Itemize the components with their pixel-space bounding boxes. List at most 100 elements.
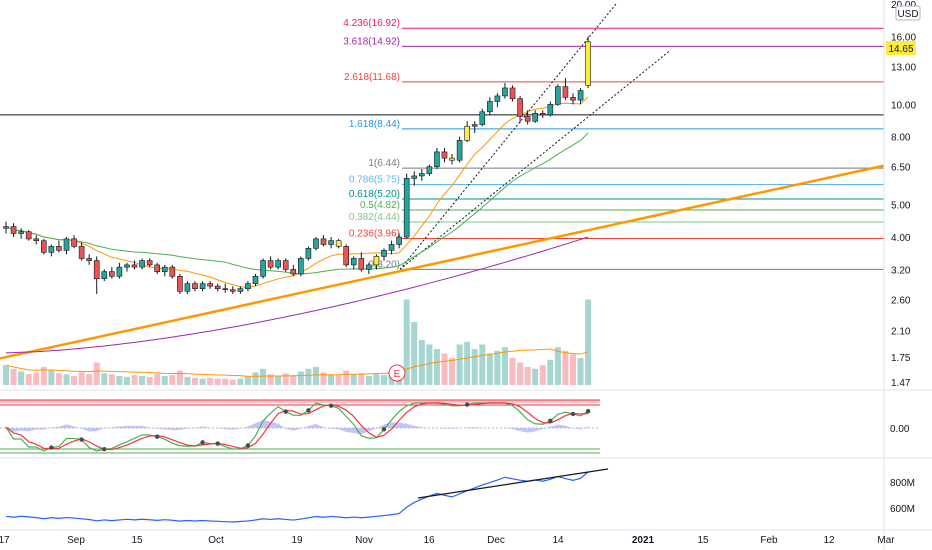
candle[interactable] — [396, 233, 402, 249]
candle[interactable] — [343, 244, 350, 268]
candle[interactable] — [3, 221, 9, 234]
candle[interactable] — [86, 254, 92, 265]
candle[interactable] — [577, 87, 584, 105]
candle[interactable] — [494, 93, 501, 108]
candle[interactable] — [214, 283, 221, 292]
volume-bar — [108, 374, 115, 385]
candle[interactable] — [539, 110, 546, 119]
candle[interactable] — [56, 240, 62, 253]
candle[interactable] — [230, 286, 236, 294]
candle[interactable] — [109, 267, 115, 279]
candle[interactable] — [441, 147, 448, 163]
volume-bar — [562, 350, 569, 385]
volume-bar — [146, 376, 153, 385]
volume-bar — [547, 359, 554, 385]
candle[interactable] — [48, 244, 55, 257]
candle[interactable] — [434, 147, 440, 169]
candle[interactable] — [131, 260, 138, 270]
candle[interactable] — [260, 258, 266, 279]
candle[interactable] — [207, 281, 213, 289]
candle[interactable] — [177, 273, 183, 294]
candle[interactable] — [328, 237, 334, 249]
candle[interactable] — [124, 262, 130, 272]
candle[interactable] — [449, 153, 455, 165]
candle[interactable] — [101, 269, 108, 282]
candle[interactable] — [358, 252, 365, 272]
candle[interactable] — [335, 238, 342, 249]
candle[interactable] — [40, 238, 47, 255]
channel-line[interactable] — [399, 3, 617, 270]
fibonacci-retracement[interactable]: 4.236(16.92) 3.618(14.92) 2.618(11.68) 1.61… — [343, 18, 884, 270]
fib-level-label: 0.786(5.75) — [349, 174, 400, 185]
candle[interactable] — [555, 84, 561, 106]
candle[interactable] — [290, 264, 297, 277]
candle[interactable] — [63, 237, 70, 255]
volume-bar — [139, 376, 146, 385]
candle[interactable] — [146, 258, 153, 268]
dotted-channel-lines[interactable] — [399, 3, 671, 270]
candle[interactable] — [298, 256, 304, 277]
candle[interactable] — [237, 286, 244, 294]
candle[interactable] — [199, 281, 206, 292]
candle[interactable] — [282, 258, 289, 272]
candle[interactable] — [245, 281, 251, 292]
obv-trendline[interactable] — [417, 468, 609, 499]
volume-bar — [78, 372, 85, 385]
candle[interactable] — [547, 101, 554, 117]
candle[interactable] — [388, 240, 395, 255]
channel-line[interactable] — [399, 50, 671, 270]
candle[interactable] — [252, 273, 259, 287]
candle[interactable] — [169, 264, 176, 279]
candle[interactable] — [381, 248, 387, 261]
candle[interactable] — [78, 242, 85, 261]
candle[interactable] — [403, 173, 410, 239]
candle[interactable] — [313, 237, 319, 251]
candle[interactable] — [275, 258, 281, 270]
candle[interactable] — [517, 95, 523, 123]
candle[interactable] — [184, 281, 191, 294]
price-axis[interactable]: 20.0016.0013.0010.008.006.505.004.003.20… — [891, 0, 916, 389]
candle[interactable] — [267, 256, 274, 270]
candlesticks[interactable] — [3, 36, 591, 294]
candle[interactable] — [532, 110, 539, 123]
event-marker[interactable]: E — [388, 364, 406, 382]
candle[interactable] — [71, 235, 77, 249]
time-axis[interactable]: 17 Sep 15 Oct 19 Nov 16 Dec 14 2021 15 Feb 12 Mar — [0, 535, 895, 546]
volume-bar — [192, 377, 198, 385]
candle[interactable] — [456, 136, 463, 163]
candle[interactable] — [426, 164, 433, 176]
candle[interactable] — [10, 223, 17, 238]
candle[interactable] — [471, 121, 478, 134]
candle[interactable] — [502, 82, 508, 99]
candle[interactable] — [570, 93, 576, 105]
candle[interactable] — [192, 281, 198, 292]
candle[interactable] — [418, 168, 425, 181]
candle[interactable] — [18, 228, 24, 239]
candle[interactable] — [479, 108, 486, 127]
candle[interactable] — [33, 235, 40, 245]
volume-bar — [350, 374, 357, 385]
candle[interactable] — [585, 36, 591, 88]
candle[interactable] — [116, 262, 123, 279]
candle[interactable] — [320, 235, 327, 247]
candle[interactable] — [93, 256, 100, 294]
candle[interactable] — [524, 110, 531, 125]
candle[interactable] — [25, 229, 32, 241]
orange-trendline[interactable] — [0, 164, 885, 360]
candle[interactable] — [509, 85, 516, 102]
price-tick-label: 2.10 — [891, 326, 911, 337]
candle[interactable] — [373, 254, 380, 270]
candle[interactable] — [161, 264, 168, 277]
candle[interactable] — [464, 121, 470, 143]
candle[interactable] — [154, 262, 160, 274]
time-tick-label: 14 — [552, 535, 564, 546]
candle[interactable] — [350, 256, 357, 270]
candle[interactable] — [487, 97, 493, 115]
candle[interactable] — [139, 258, 145, 270]
candle[interactable] — [222, 283, 229, 293]
candle[interactable] — [562, 77, 569, 101]
candle[interactable] — [366, 262, 372, 274]
candle[interactable] — [411, 171, 418, 186]
candle[interactable] — [305, 246, 312, 261]
